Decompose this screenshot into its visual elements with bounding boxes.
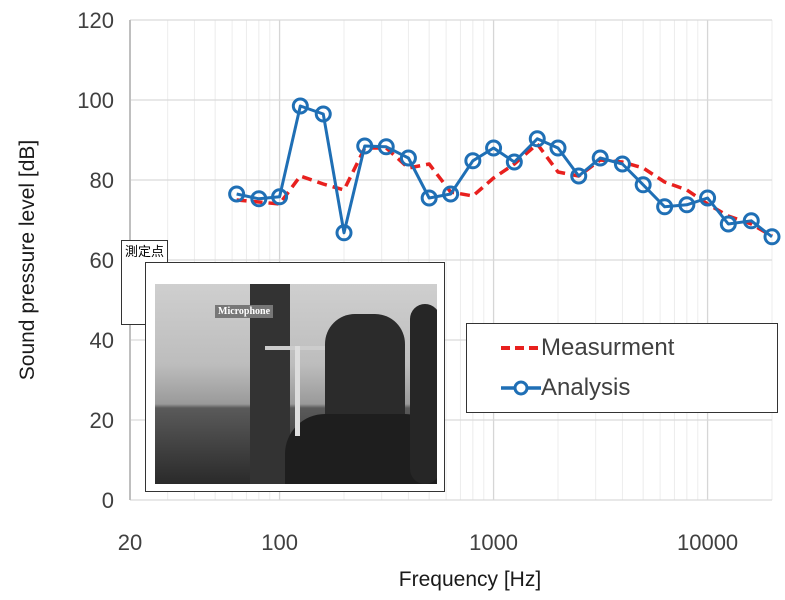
legend-item-measurement: Measurment [501, 334, 674, 362]
x-tick-label: 10000 [677, 530, 738, 555]
car-interior-photo: Microphone [155, 284, 437, 484]
series-line-analysis [236, 104, 773, 238]
circle-line-icon [501, 380, 541, 396]
data-point-analysis [719, 215, 737, 233]
y-tick-label: 40 [90, 328, 114, 353]
y-tick-label: 0 [102, 488, 114, 513]
seat-edge [410, 304, 437, 484]
legend-label: Analysis [541, 374, 631, 401]
data-point-analysis [528, 130, 546, 148]
legend-label: Measurment [541, 334, 675, 361]
y-tick-label: 60 [90, 248, 114, 273]
data-point-analysis [656, 198, 674, 216]
data-point-analysis [678, 196, 696, 214]
x-tick-label: 100 [261, 530, 298, 555]
data-point-analysis [570, 167, 588, 185]
y-tick-label: 100 [77, 88, 114, 113]
y-tick-label: 80 [90, 168, 114, 193]
data-point-analysis [420, 189, 438, 207]
data-point-analysis [291, 97, 309, 115]
legend: Measurment Analysis [466, 323, 778, 413]
legend-item-analysis: Analysis [501, 374, 630, 402]
data-point-analysis [335, 224, 353, 242]
series-line-measurment [236, 142, 773, 238]
y-tick-label: 20 [90, 408, 114, 433]
x-axis-label: Frequency [Hz] [399, 568, 541, 591]
data-point-analysis [699, 189, 717, 207]
series-layer [228, 97, 781, 246]
data-point-analysis [464, 152, 482, 170]
dashed-line-icon [501, 346, 541, 350]
data-point-analysis [742, 212, 760, 230]
data-point-analysis [505, 153, 523, 171]
data-point-analysis [634, 176, 652, 194]
data-point-analysis [613, 155, 631, 173]
data-point-analysis [442, 185, 460, 203]
data-point-analysis [356, 137, 374, 155]
grid [129, 19, 773, 501]
y-axis-label: Sound pressure level [dB] [16, 140, 39, 380]
data-point-analysis [399, 149, 417, 167]
data-point-analysis [763, 228, 781, 246]
data-point-analysis [549, 139, 567, 157]
stand [295, 346, 300, 436]
data-point-analysis [377, 138, 395, 156]
x-tick-label: 20 [118, 530, 142, 555]
data-point-analysis [271, 188, 289, 206]
y-tick-label: 120 [77, 8, 114, 33]
data-point-analysis [485, 139, 503, 157]
data-point-analysis [314, 105, 332, 123]
x-tick-label: 1000 [469, 530, 518, 555]
inset-photo-frame: Microphone [145, 262, 445, 492]
data-point-analysis [250, 190, 268, 208]
microphone-label: Microphone [215, 305, 274, 318]
data-point-analysis [591, 149, 609, 167]
data-point-analysis [228, 185, 246, 203]
